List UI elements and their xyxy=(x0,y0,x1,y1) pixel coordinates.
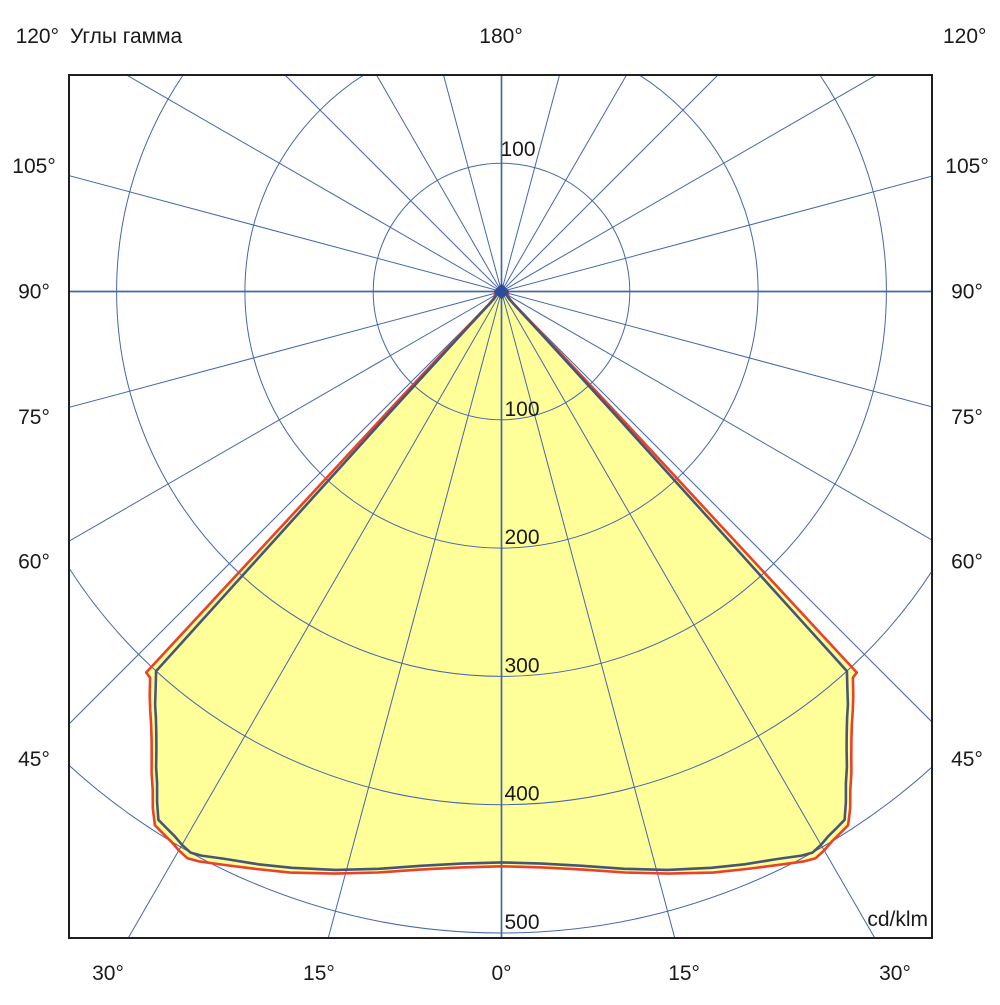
side-angle-label-right-45: 45° xyxy=(951,748,983,771)
side-angle-label-right-105: 105° xyxy=(945,155,988,178)
chart-title: Углы гамма xyxy=(70,25,183,48)
bottom-angle-label-2: 0° xyxy=(491,962,511,985)
side-angle-label-right-90: 90° xyxy=(951,281,983,304)
radial-tick-label-500: 500 xyxy=(505,911,540,934)
grid-radial-line-195 xyxy=(165,0,502,292)
side-angle-label-left-60: 60° xyxy=(18,550,50,573)
side-angle-label-right-60: 60° xyxy=(951,550,983,573)
grid-radial-line-120 xyxy=(502,0,1000,292)
corner-angle-label-right: 120° xyxy=(943,25,986,48)
side-angle-label-left-45: 45° xyxy=(18,748,50,771)
side-angle-label-right-75: 75° xyxy=(951,406,983,429)
bottom-angle-label-4: 30° xyxy=(879,962,911,985)
grid-radial-line-165 xyxy=(502,0,839,292)
bottom-angle-label-1: 15° xyxy=(303,962,335,985)
radial-tick-label-100: 100 xyxy=(505,398,540,421)
side-angle-label-left-90: 90° xyxy=(18,281,50,304)
unit-label: cd/klm xyxy=(867,908,928,931)
radial-tick-label-400: 400 xyxy=(505,783,540,806)
side-angle-label-left-105: 105° xyxy=(12,155,55,178)
radial-tick-label-upper: 100 xyxy=(501,138,536,161)
bottom-angle-label-0: 30° xyxy=(92,962,124,985)
bottom-angle-label-3: 15° xyxy=(668,962,700,985)
corner-angle-label-left: 120° xyxy=(16,25,59,48)
top-center-angle-label: 180° xyxy=(479,25,522,48)
side-angle-label-left-75: 75° xyxy=(18,406,50,429)
radial-tick-label-200: 200 xyxy=(505,526,540,549)
radial-tick-label-300: 300 xyxy=(505,654,540,677)
